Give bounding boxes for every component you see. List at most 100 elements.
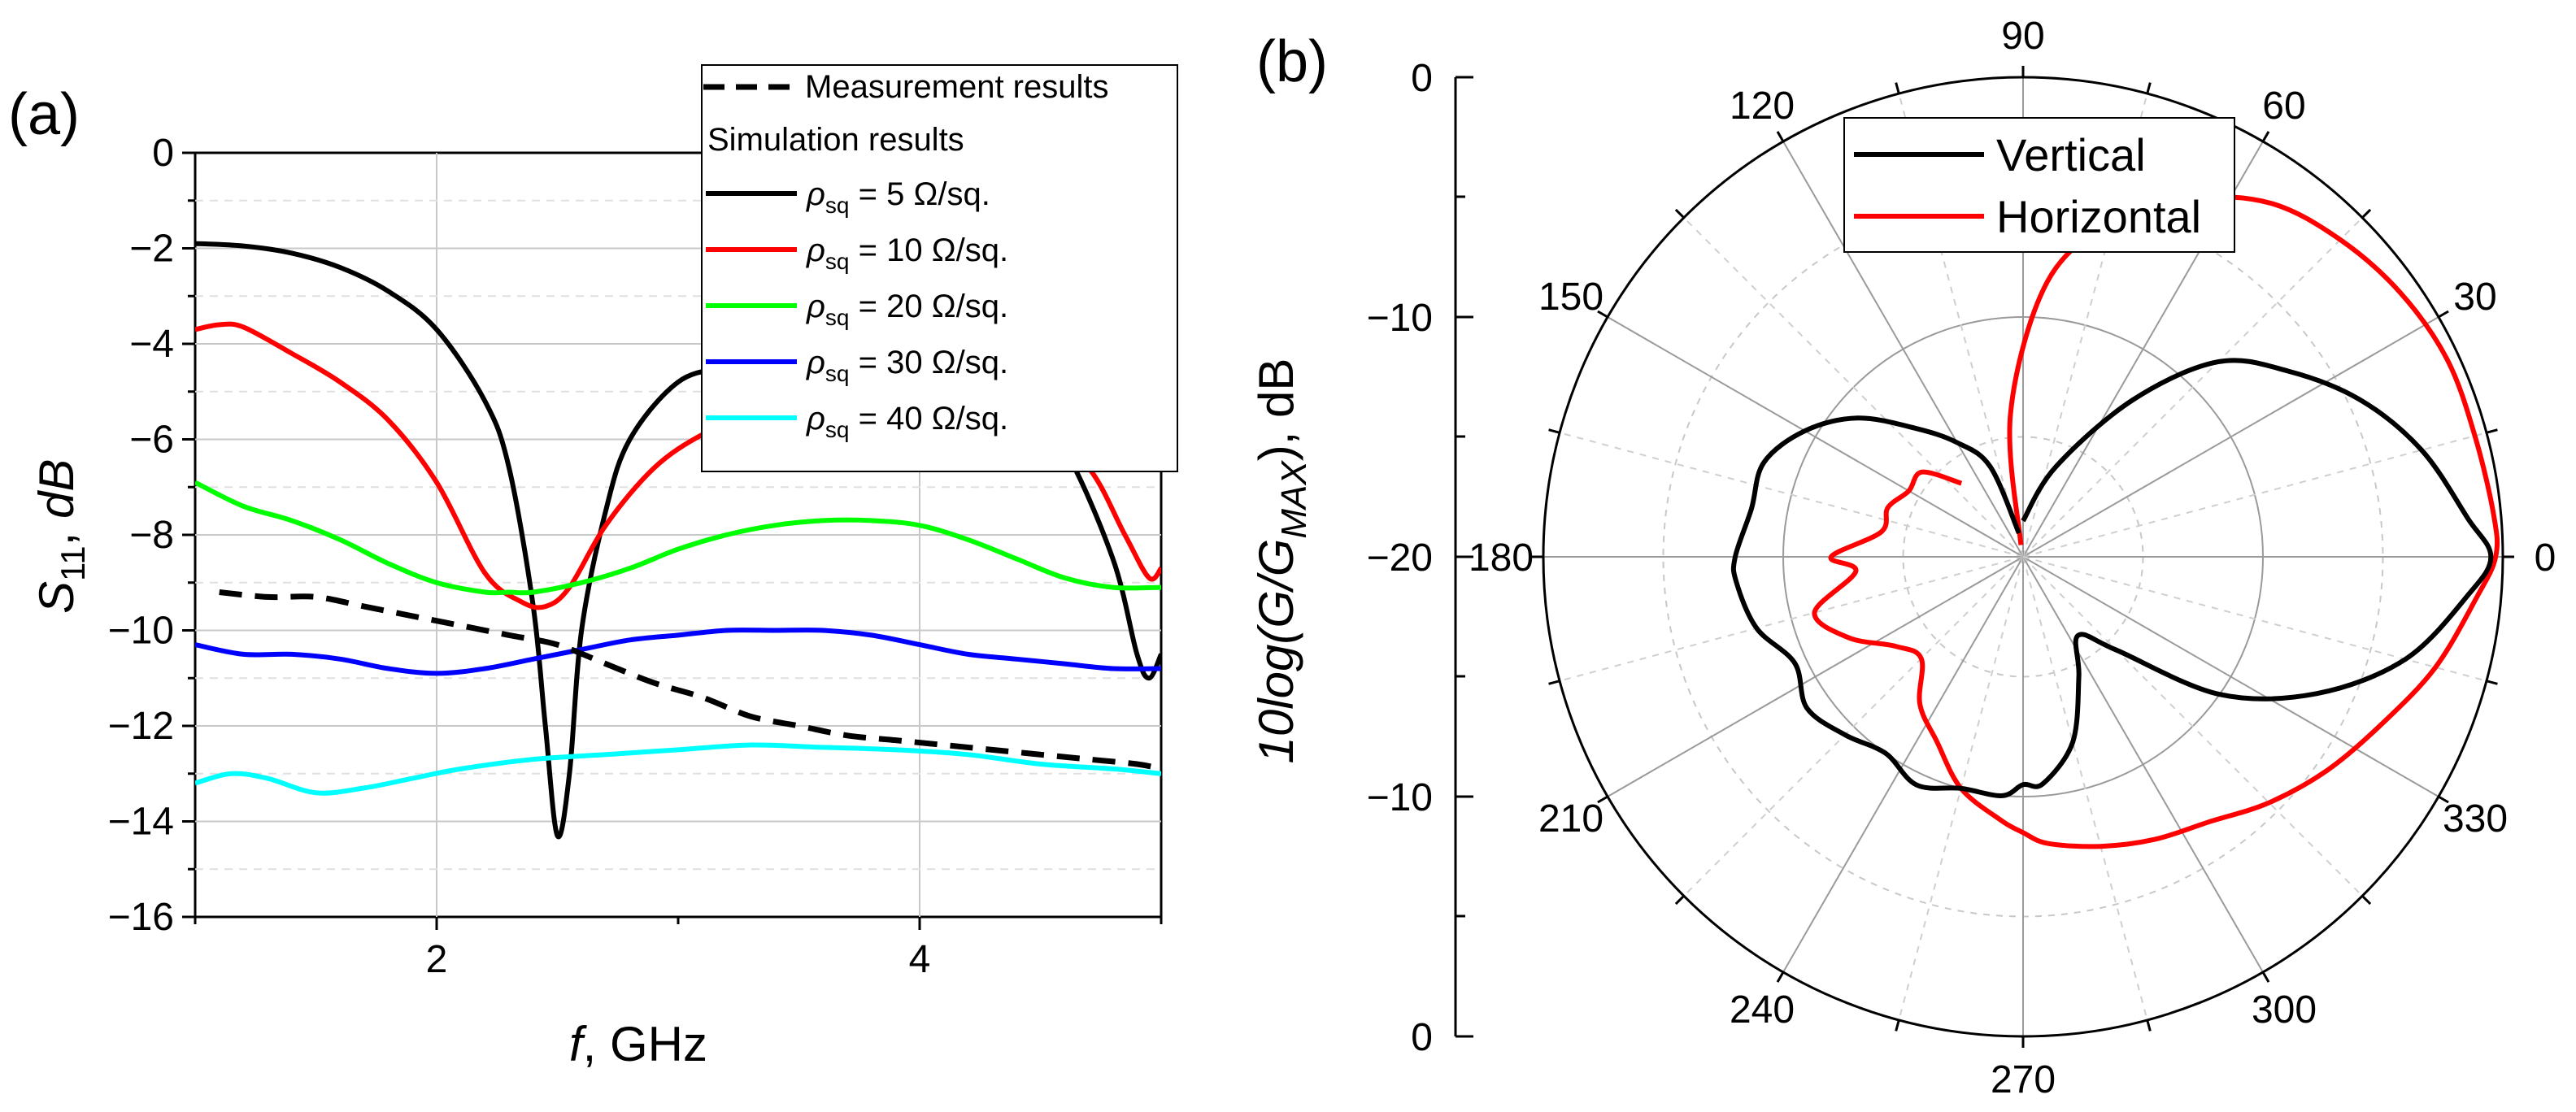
plot-a-ylabel-sep: , — [29, 519, 84, 545]
y-tick-label: −14 — [108, 801, 174, 844]
polar-spoke-minor — [1559, 556, 2024, 682]
polar-angle-tick — [1776, 131, 1785, 142]
radial-scale-ticks: 0 −10 −20 −10 0 — [1367, 57, 1473, 1059]
plot-b-ylabel-suffix: ), dB — [1249, 358, 1303, 462]
polar-angle-tick — [1597, 310, 1608, 319]
polar-spoke-minor — [1683, 217, 2024, 558]
polar-spoke — [2022, 316, 2439, 558]
polar-spoke — [1782, 141, 2024, 558]
polar-spoke — [1782, 556, 2024, 973]
y-tick-label: −2 — [129, 228, 174, 271]
legend-simulation-header: Simulation results — [707, 122, 964, 158]
polar-angle-tick — [1597, 795, 1608, 804]
plot-a-ylabel-var: S — [29, 581, 84, 614]
polar-angle-tick — [1674, 208, 1685, 219]
angle-label: 30 — [2453, 276, 2496, 319]
polar-angle-tick — [2438, 795, 2449, 804]
plot-a-xlabel: f, GHz — [569, 1017, 707, 1071]
legend-label-measurement: Measurement results — [805, 69, 1108, 105]
angle-label: 300 — [2252, 988, 2317, 1032]
plot-a-legend-box — [701, 64, 1178, 472]
radial-tick-label: −20 — [1367, 536, 1433, 580]
angle-label: 150 — [1538, 276, 1603, 319]
legend-value: = 5 Ω/sq. — [850, 176, 990, 212]
legend-label: ρsq = 20 Ω/sq. — [806, 289, 1008, 330]
polar-spoke-minor — [1683, 556, 2024, 897]
polar-legend-label: Horizontal — [1996, 191, 2201, 242]
legend-value: = 10 Ω/sq. — [850, 232, 1009, 268]
legend-rho-sub: sq — [825, 193, 850, 218]
series-line-3 — [195, 480, 1161, 596]
polar-legend-box — [1843, 117, 2235, 253]
y-tick-label: −8 — [129, 514, 174, 557]
radial-tick-label: −10 — [1367, 776, 1433, 819]
polar-spoke-minor — [2022, 556, 2148, 1021]
angle-label: 180 — [1469, 536, 1534, 580]
polar-spoke-minor — [1898, 93, 2024, 558]
legend-rho-sub: sq — [825, 361, 850, 386]
legend-rho: ρ — [806, 289, 825, 324]
polar-legend: Vertical Horizontal — [1843, 117, 2235, 253]
legend-value: = 40 Ω/sq. — [850, 401, 1009, 437]
plot-a-tick-labels: 0 −2 −4 −6 −8 −10 −12 −14 −16 2 4 — [108, 132, 931, 981]
radial-tick-label: 0 — [1411, 57, 1433, 100]
legend-label: ρsq = 5 Ω/sq. — [806, 176, 990, 218]
panel-b: (b) 10log(G/GMAX), dB 0 −10 −20 −10 0 0 30 60 9… — [1249, 15, 2556, 1101]
polar-angle-tick — [1895, 82, 1900, 94]
angle-label: 240 — [1730, 988, 1795, 1032]
legend-label: ρsq = 10 Ω/sq. — [806, 232, 1008, 274]
polar-angle-tick — [2146, 82, 2152, 94]
polar-spoke-minor — [2022, 432, 2487, 558]
angle-label: 120 — [1730, 85, 1795, 128]
panel-b-label: (b) — [1256, 29, 1328, 94]
polar-angle-tick — [1548, 680, 1560, 685]
polar-spoke-minor — [2022, 556, 2363, 897]
plot-a-legend: Measurement results Simulation results ρ… — [701, 64, 1178, 472]
polar-legend-items: Vertical Horizontal — [1854, 129, 2201, 242]
legend-rho: ρ — [806, 232, 825, 268]
x-tick-label: 4 — [909, 938, 931, 981]
polar-angle-labels: 0 30 60 90 120 150 180 210 240 270 300 330 — [1469, 15, 2556, 1101]
legend-rho: ρ — [806, 176, 825, 212]
legend-value: = 30 Ω/sq. — [850, 345, 1009, 380]
plot-a-ylabel-sub: 11 — [54, 545, 92, 581]
series-line-0 — [219, 589, 1161, 772]
polar-spoke-minor — [2022, 556, 2487, 682]
plot-b-ylabel: 10log(G/GMAX), dB — [1249, 358, 1314, 764]
polar-angle-tick — [1548, 428, 1560, 434]
angle-label: 90 — [2001, 15, 2044, 58]
polar-angle-tick — [2486, 680, 2498, 685]
angle-label: 0 — [2535, 536, 2556, 580]
plot-a-ylabel: S11, dB — [29, 459, 92, 614]
legend-value: = 20 Ω/sq. — [850, 289, 1009, 324]
polar-angle-tick — [1674, 895, 1685, 906]
polar-angle-tick — [2361, 208, 2372, 219]
legend-label: ρsq = 40 Ω/sq. — [806, 401, 1008, 442]
polar-spoke — [1607, 556, 2024, 797]
angle-label: 270 — [1991, 1058, 2056, 1101]
polar-angle-tick — [2146, 1019, 2152, 1032]
x-tick-label: 2 — [426, 938, 448, 981]
plot-a-ticks — [182, 151, 1163, 930]
polar-series-horizontal — [1812, 193, 2500, 849]
polar-spoke-minor — [2022, 217, 2363, 558]
plot-b-ylabel-sub: MAX — [1274, 460, 1314, 539]
polar-spoke-minor — [1559, 432, 2024, 558]
polar-angle-tick — [2261, 971, 2270, 983]
y-tick-label: −6 — [129, 419, 174, 462]
plot-a-xlabel-unit: , GHz — [583, 1017, 707, 1071]
y-tick-label: −12 — [108, 705, 174, 748]
series-line-4 — [195, 628, 1161, 676]
polar-angle-tick — [2261, 131, 2270, 142]
legend-rho-sub: sq — [825, 249, 850, 274]
plot-a-series — [195, 241, 1161, 840]
angle-label: 330 — [2443, 797, 2508, 841]
plot-a-xlabel-var: f — [569, 1017, 587, 1071]
polar-legend-label: Vertical — [1996, 129, 2146, 180]
radial-tick-label: −10 — [1367, 297, 1433, 340]
y-tick-label: −4 — [129, 323, 174, 366]
polar-spoke — [2022, 556, 2439, 797]
legend-rho: ρ — [806, 345, 825, 380]
